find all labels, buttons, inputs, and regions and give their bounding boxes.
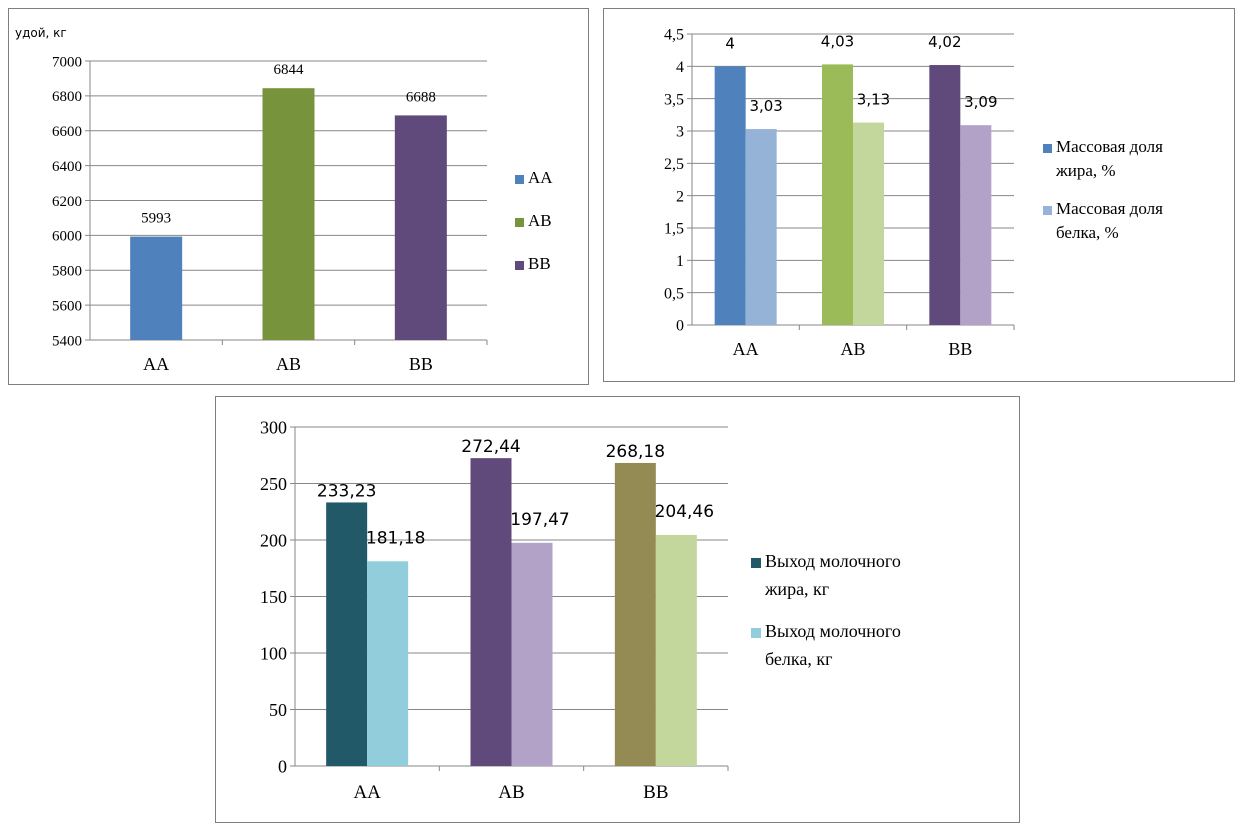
y-tick-label: 1,5 xyxy=(664,221,684,238)
legend-label: жира, кг xyxy=(764,579,829,599)
bar xyxy=(130,236,183,340)
legend-swatch xyxy=(751,628,761,638)
bar xyxy=(960,125,992,326)
data-label: 4 xyxy=(725,34,735,52)
fat-protein-share-chart: 0 0,5 1 1,5 2 2,5 3 3,5 4 4,5 4 3,03 AA 4,03 3,13 AB 4,0… xyxy=(603,8,1235,382)
legend-swatch xyxy=(515,218,524,227)
y-tick-label: 6200 xyxy=(52,194,82,210)
y-tick-label: 2,5 xyxy=(664,156,684,173)
y-tick-label: 5800 xyxy=(52,264,82,280)
data-label: 4,02 xyxy=(928,33,961,51)
milk-yield-chart-svg: 5400 5600 5800 6000 6200 6400 6600 6800 7000 5993… xyxy=(15,26,553,374)
legend-swatch xyxy=(1043,144,1052,153)
fat-protein-share-chart-svg: 0 0,5 1 1,5 2 2,5 3 3,5 4 4,5 4 3,03 AA 4,03 3,13 AB 4,0… xyxy=(664,27,1163,359)
legend-label: Массовая доля xyxy=(1056,199,1163,218)
data-label: 268,18 xyxy=(606,442,665,462)
bar xyxy=(853,122,884,326)
y-tick-label: 2 xyxy=(676,188,684,205)
y-tick-label: 0 xyxy=(278,756,287,776)
milk-yield-chart: 5400 5600 5800 6000 6200 6400 6600 6800 7000 5993… xyxy=(8,8,589,385)
x-tick-label: AA xyxy=(353,782,381,803)
y-tick-label: 4,5 xyxy=(664,27,684,44)
bar xyxy=(511,542,553,766)
y-tick-label: 200 xyxy=(260,530,287,550)
data-label: 3,03 xyxy=(749,97,782,115)
data-label: 233,23 xyxy=(317,481,376,501)
x-tick-label: BB xyxy=(948,339,972,359)
data-label: 6844 xyxy=(274,62,305,78)
x-tick-label: BB xyxy=(643,782,668,803)
legend-label: AB xyxy=(528,211,552,230)
legend-label: BB xyxy=(528,254,551,273)
fat-protein-output-chart: 0 50 100 150 200 250 300 233,23 181,18 AA 272,44 19… xyxy=(215,396,1020,823)
y-tick-label: 250 xyxy=(260,474,287,494)
y-tick-label: 6000 xyxy=(52,229,82,245)
data-label: 3,13 xyxy=(857,91,890,109)
bar xyxy=(822,64,853,325)
legend-label: Выход молочного xyxy=(765,551,901,571)
x-tick-label: AB xyxy=(276,354,301,374)
y-tick-label: 0 xyxy=(676,318,684,335)
bar xyxy=(394,115,447,340)
y-tick-label: 300 xyxy=(260,417,287,437)
y-tick-label: 7000 xyxy=(52,54,82,70)
data-label: 6688 xyxy=(406,89,436,105)
y-tick-label: 4 xyxy=(676,59,684,76)
bar xyxy=(655,534,697,766)
legend-label: белка, кг xyxy=(765,649,832,669)
y-tick-label: 3 xyxy=(676,124,684,141)
y-tick-label: 6400 xyxy=(52,159,82,175)
legend-label: жира, % xyxy=(1055,161,1116,180)
y-tick-label: 1 xyxy=(676,253,684,270)
fat-protein-output-chart-svg: 0 50 100 150 200 250 300 233,23 181,18 AA 272,44 19… xyxy=(260,417,901,803)
y-tick-label: 0,5 xyxy=(664,285,684,302)
y-tick-label: 150 xyxy=(260,587,287,607)
bar xyxy=(470,458,512,766)
bar xyxy=(714,66,746,326)
y-tick-label: 5400 xyxy=(52,333,82,349)
data-label: 181,18 xyxy=(366,528,425,548)
bar xyxy=(929,65,961,325)
legend-label: AA xyxy=(528,168,553,187)
data-label: 4,03 xyxy=(821,32,854,50)
bar xyxy=(367,561,409,766)
y-tick-label: 50 xyxy=(269,700,287,720)
legend-swatch xyxy=(515,261,524,270)
legend-label: Массовая доля xyxy=(1056,137,1163,156)
bar xyxy=(262,88,315,340)
data-label: 197,47 xyxy=(510,510,569,530)
x-tick-label: AA xyxy=(733,339,759,359)
x-tick-label: AA xyxy=(143,354,169,374)
legend-label: Выход молочного xyxy=(765,621,901,641)
legend-swatch xyxy=(515,175,524,184)
y-tick-label: 6800 xyxy=(52,89,82,105)
y-tick-label: 6600 xyxy=(52,124,82,140)
legend-label: белка, % xyxy=(1056,223,1119,242)
x-tick-label: AB xyxy=(840,339,865,359)
data-label: 3,09 xyxy=(964,93,997,111)
bar xyxy=(614,462,656,766)
data-label: 204,46 xyxy=(655,502,714,522)
legend-swatch xyxy=(751,558,761,568)
x-tick-label: BB xyxy=(409,354,433,374)
data-label: 5993 xyxy=(141,211,171,227)
y-tick-label: 5600 xyxy=(52,298,82,314)
data-label: 272,44 xyxy=(461,437,520,457)
legend-swatch xyxy=(1043,206,1052,215)
bar xyxy=(745,129,777,325)
y-tick-label: 100 xyxy=(260,643,287,663)
x-tick-label: AB xyxy=(498,782,524,803)
y-tick-label: 3,5 xyxy=(664,91,684,108)
y-axis-title: удой, кг xyxy=(15,26,67,40)
bar xyxy=(326,502,368,766)
